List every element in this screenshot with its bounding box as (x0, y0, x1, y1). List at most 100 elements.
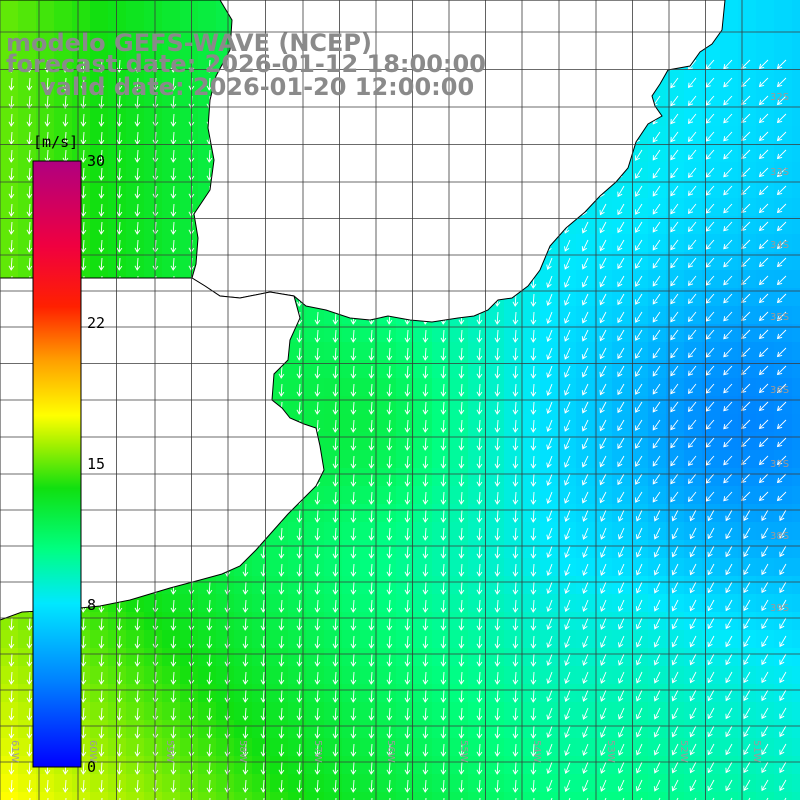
wind-arrow (98, 707, 105, 721)
wind-speed-cell (630, 666, 649, 685)
latitude-label: 39S (770, 603, 790, 614)
wind-arrow (494, 743, 501, 757)
wind-arrow (332, 581, 339, 595)
wind-arrow (458, 761, 465, 775)
wind-speed-cell (144, 612, 163, 631)
wind-arrow (581, 437, 589, 450)
wind-arrow (458, 635, 465, 649)
wind-arrow (404, 653, 411, 667)
wind-speed-cell (504, 486, 523, 505)
wind-arrow (8, 185, 15, 199)
wind-speed-cell (414, 594, 433, 613)
wind-arrow (635, 257, 643, 269)
wind-arrow (332, 563, 339, 577)
wind-speed-cell (378, 666, 397, 685)
wind-speed-cell (720, 540, 739, 559)
wind-arrow (350, 329, 357, 343)
wind-speed-cell (594, 450, 613, 469)
wind-arrow (512, 779, 519, 793)
wind-speed-cell (684, 648, 703, 667)
wind-arrow (134, 707, 141, 721)
wind-arrow (494, 671, 501, 685)
wind-speed-cell (72, 72, 91, 91)
colorbar (32, 160, 82, 768)
wind-arrow (776, 239, 787, 250)
wind-speed-cell (684, 792, 703, 800)
wind-arrow (564, 365, 571, 378)
wind-arrow (635, 761, 643, 774)
wind-arrow (723, 239, 733, 250)
wind-speed-cell (522, 432, 541, 451)
wind-speed-cell (504, 684, 523, 703)
wind-speed-cell (198, 774, 217, 793)
wind-arrow (761, 545, 769, 558)
wind-speed-cell (558, 666, 577, 685)
wind-arrow (582, 689, 589, 702)
wind-arrow (707, 581, 715, 594)
wind-arrow (242, 689, 249, 703)
wind-arrow (368, 365, 375, 379)
wind-speed-cell (288, 738, 307, 757)
wind-arrow (776, 131, 787, 142)
wind-speed-cell (648, 666, 667, 685)
wind-speed-cell (486, 612, 505, 631)
wind-arrow (635, 401, 643, 413)
wind-arrow (707, 509, 715, 522)
wind-arrow (440, 365, 447, 379)
wind-speed-cell (432, 540, 451, 559)
wind-speed-cell (666, 666, 685, 685)
wind-arrow (404, 383, 411, 397)
wind-speed-cell (504, 540, 523, 559)
wind-arrow (8, 257, 15, 271)
wind-speed-cell (360, 360, 379, 379)
wind-speed-cell (396, 756, 415, 775)
wind-speed-cell (450, 774, 469, 793)
wind-speed-cell (522, 342, 541, 361)
wind-arrow (761, 581, 769, 594)
wind-arrow (386, 419, 393, 433)
wind-arrow (116, 707, 123, 721)
wind-arrow (260, 563, 267, 577)
wind-arrow (170, 635, 177, 649)
wind-arrow (671, 527, 679, 540)
wind-arrow (670, 365, 679, 377)
wind-arrow (332, 653, 339, 667)
wind-arrow (546, 401, 553, 414)
wind-arrow (599, 221, 607, 234)
wind-speed-cell (432, 720, 451, 739)
wind-speed-cell (18, 198, 37, 217)
wind-arrow (332, 347, 339, 361)
wind-speed-cell (126, 702, 145, 721)
wind-speed-cell (432, 594, 451, 613)
wind-speed-cell (450, 594, 469, 613)
wind-speed-cell (396, 504, 415, 523)
wind-arrow (530, 689, 537, 703)
wind-speed-cell (180, 198, 199, 217)
wind-speed-cell (108, 216, 127, 235)
wind-speed-cell (738, 540, 757, 559)
wind-speed-cell (792, 486, 800, 505)
wind-arrow (476, 599, 483, 613)
wind-arrow (530, 473, 537, 487)
wind-speed-cell (612, 648, 631, 667)
wind-speed-cell (162, 36, 181, 55)
wind-speed-cell (270, 540, 289, 559)
wind-speed-cell (72, 54, 91, 73)
wind-arrow (332, 743, 339, 757)
wind-speed-cell (432, 468, 451, 487)
wind-speed-cell (90, 774, 109, 793)
wind-arrow (599, 383, 607, 396)
wind-arrow (26, 617, 33, 631)
wind-speed-cell (342, 738, 361, 757)
wind-speed-cell (378, 738, 397, 757)
wind-arrow (368, 689, 375, 703)
wind-arrow (743, 653, 751, 666)
wind-speed-cell (504, 342, 523, 361)
wind-speed-cell (180, 684, 199, 703)
wind-arrow (332, 401, 339, 415)
wind-arrow (761, 599, 769, 612)
wind-arrow (170, 77, 177, 91)
wind-arrow (26, 221, 33, 235)
wind-arrow (635, 293, 643, 305)
wind-speed-cell (378, 576, 397, 595)
